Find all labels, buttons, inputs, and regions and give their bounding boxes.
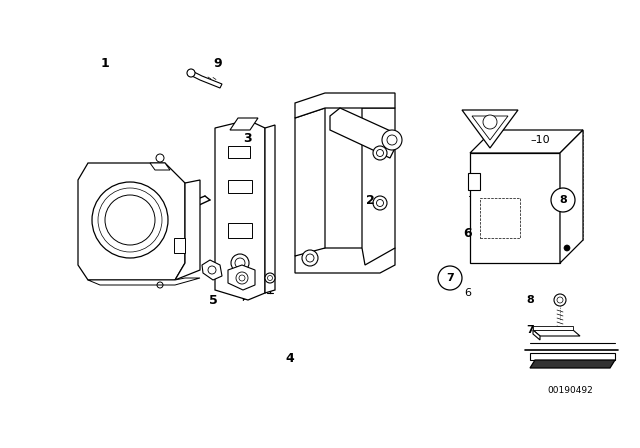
Polygon shape [533, 330, 540, 340]
Circle shape [564, 245, 570, 251]
Text: 8: 8 [559, 195, 567, 205]
Circle shape [92, 182, 168, 258]
Circle shape [551, 188, 575, 212]
Text: 00190492: 00190492 [547, 385, 593, 395]
Circle shape [483, 115, 497, 129]
Polygon shape [190, 71, 222, 88]
Text: 4: 4 [285, 352, 294, 365]
Circle shape [373, 146, 387, 160]
Polygon shape [230, 118, 258, 130]
Polygon shape [470, 130, 583, 153]
Circle shape [302, 250, 318, 266]
Circle shape [231, 254, 249, 272]
Text: 8: 8 [526, 295, 534, 305]
Polygon shape [150, 163, 170, 170]
Polygon shape [228, 146, 250, 158]
Polygon shape [295, 93, 395, 118]
Polygon shape [533, 330, 580, 336]
Circle shape [554, 294, 566, 306]
Polygon shape [228, 180, 252, 193]
Polygon shape [462, 110, 518, 148]
Text: 7: 7 [446, 273, 454, 283]
Polygon shape [215, 120, 265, 300]
Circle shape [187, 69, 195, 77]
Polygon shape [228, 223, 252, 238]
Circle shape [156, 154, 164, 162]
Text: 6: 6 [465, 288, 472, 298]
Polygon shape [470, 153, 560, 263]
Polygon shape [88, 278, 200, 285]
Circle shape [265, 273, 275, 283]
Polygon shape [295, 248, 395, 273]
Polygon shape [175, 180, 200, 280]
Polygon shape [362, 108, 395, 265]
Polygon shape [174, 238, 185, 253]
Text: 1: 1 [100, 56, 109, 69]
Text: 6: 6 [464, 227, 472, 240]
Polygon shape [202, 260, 222, 280]
Text: 7: 7 [526, 325, 534, 335]
Text: 2: 2 [365, 194, 374, 207]
Circle shape [382, 130, 402, 150]
Text: 5: 5 [209, 293, 218, 306]
Circle shape [438, 266, 462, 290]
Polygon shape [295, 108, 325, 256]
Polygon shape [468, 173, 480, 190]
Polygon shape [265, 125, 275, 293]
Polygon shape [533, 326, 573, 330]
Text: 9: 9 [214, 56, 222, 69]
Text: –10: –10 [530, 135, 550, 145]
Text: 3: 3 [244, 132, 252, 145]
Circle shape [373, 196, 387, 210]
Polygon shape [330, 108, 395, 158]
Polygon shape [78, 163, 185, 280]
Polygon shape [560, 130, 583, 263]
Polygon shape [228, 265, 255, 290]
Polygon shape [530, 360, 615, 368]
Polygon shape [530, 353, 615, 360]
